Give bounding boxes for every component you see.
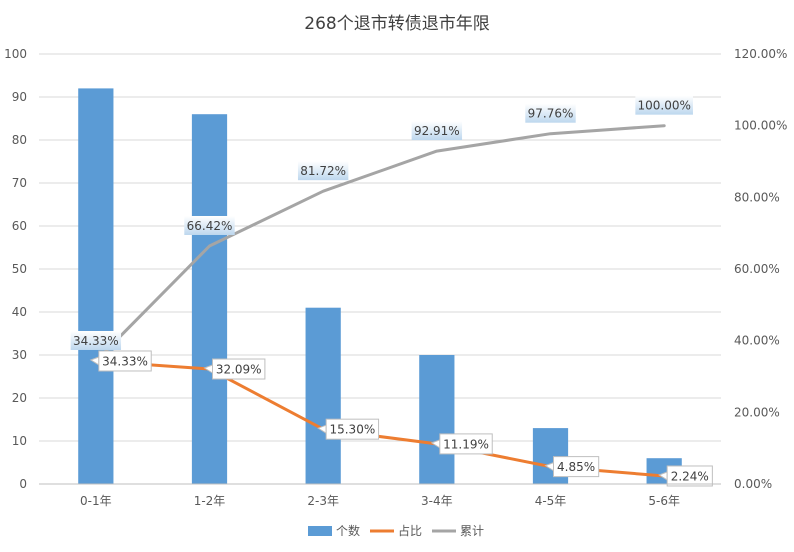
y-left-tick-label: 0 [19,477,27,491]
callout-box [439,433,493,455]
data-label: 34.33% [73,334,119,348]
bar [191,114,228,484]
x-tick-label: 3-4年 [421,494,453,508]
legend-label: 累计 [460,524,484,538]
data-label-box: 97.76% [525,103,576,123]
data-label: 4.85% [557,460,595,474]
bar [419,355,455,484]
legend-item: 累计 [432,524,484,538]
data-label-box: 100.00% [635,95,693,115]
y-left-tick-label: 60 [12,219,27,233]
data-label: 15.30% [329,423,375,437]
legend-item: 个数 [308,523,360,538]
y-right-tick-label: 60.00% [734,262,780,276]
data-label: 97.76% [528,107,574,121]
series-line [94,124,666,363]
data-label-box: 81.72% [297,161,349,181]
data-label-callout: 34.33% [89,350,152,372]
label-background [184,215,235,235]
bar [78,88,114,485]
y-right-tick-label: 0.00% [734,477,772,491]
y-right-tick-label: 80.00% [734,190,780,204]
x-tick-label: 1-2年 [194,494,226,508]
data-label: 2.24% [671,469,709,483]
y-left-tick-label: 30 [12,348,27,362]
axes: 0 10 20 30 40 50 60 70 80 90 100 0.00% 20.00% 40.00% 6… [4,47,787,508]
legend: 个数 占比 累计 [308,523,484,538]
y-left-tick-label: 50 [12,262,27,276]
x-tick-label: 0-1年 [80,494,112,508]
data-label-box: 66.42% [184,215,235,235]
y-left-tick-label: 10 [12,434,27,448]
chart-title: 268个退市转债退市年限 [304,14,489,34]
label-background [635,95,693,115]
x-tick-label: 4-5年 [535,494,567,508]
data-label-box: 34.33% [70,330,122,350]
callout-box [325,418,380,440]
data-label-callout: 15.30% [317,418,380,440]
legend-swatch [308,526,332,536]
callout-box [98,350,152,372]
data-label-layer: 34.33% 32.09% 15.30% 11.19% 4.85% 2.24% 34.33%… [70,95,713,487]
x-tick-label: 2-3年 [307,494,339,508]
label-background [297,161,349,181]
y-left-tick-label: 70 [12,176,27,190]
legend-label: 占比 [398,523,422,538]
bar [305,307,341,484]
data-label-callout: 32.09% [203,358,266,380]
legend-item: 占比 [370,523,422,538]
legend-label: 个数 [336,523,360,538]
data-label: 32.09% [216,363,262,377]
data-label-callout: 2.24% [658,465,713,487]
y-right-tick-label: 20.00% [734,405,780,419]
data-label-callout: 11.19% [430,433,493,455]
data-label: 66.42% [187,219,233,233]
y-right-tick-label: 120.00% [734,47,787,61]
data-label: 34.33% [102,354,148,368]
data-label-callout: 4.85% [544,456,600,478]
label-background [525,103,576,123]
y-left-tick-label: 40 [12,305,27,319]
callout-box [553,456,600,478]
data-label: 81.72% [300,164,346,178]
y-right-tick-label: 40.00% [734,334,780,348]
y-left-tick-label: 20 [12,391,27,405]
line-series-layer [94,124,666,478]
gridlines [39,53,721,442]
bar-series-layer [78,88,682,485]
label-background [70,330,122,350]
callout-box [666,465,713,487]
x-tick-label: 5-6年 [648,494,680,508]
data-label-box: 92.91% [411,121,463,141]
data-label: 100.00% [637,99,690,113]
label-background [411,121,463,141]
callout-box [212,358,266,380]
data-label: 11.19% [443,437,489,451]
y-right-tick-label: 100.00% [734,119,787,133]
y-left-tick-label: 80 [12,133,27,147]
y-left-tick-label: 100 [4,47,27,61]
y-left-tick-label: 90 [12,90,27,104]
data-label: 92.91% [414,124,460,138]
